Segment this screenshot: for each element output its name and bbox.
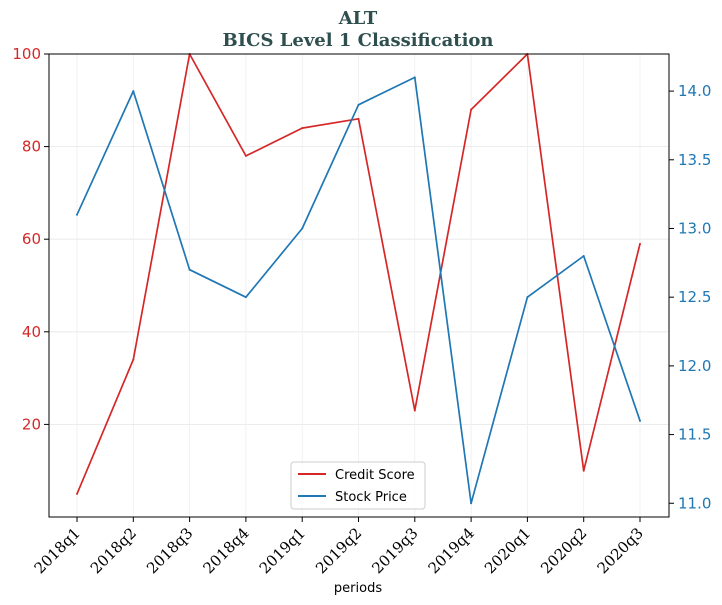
chart-subtitle: BICS Level 1 Classification <box>222 30 493 51</box>
right-tick-label: 13.0 <box>678 219 711 237</box>
data-point-stock-price <box>132 90 135 93</box>
data-point-stock-price <box>301 227 304 230</box>
left-tick-label: 60 <box>22 230 41 248</box>
x-tick-label: 2019q1 <box>256 524 309 577</box>
x-tick-label: 2018q2 <box>87 524 140 577</box>
data-point-stock-price <box>413 76 416 79</box>
left-tick-label: 40 <box>22 323 41 341</box>
x-tick-label: 2019q3 <box>368 524 421 577</box>
chart-title: ALT <box>338 8 378 29</box>
x-tick-label: 2020q3 <box>594 524 647 577</box>
data-point-credit-score <box>357 117 360 120</box>
data-point-stock-price <box>526 296 529 299</box>
left-tick-label: 100 <box>12 45 41 63</box>
data-point-stock-price <box>582 254 585 257</box>
data-point-stock-price <box>76 213 78 216</box>
right-tick-label: 14.0 <box>678 82 711 100</box>
x-tick-label: 2020q1 <box>481 524 534 577</box>
left-tick-label: 20 <box>22 415 41 433</box>
legend-label-stock-price: Stock Price <box>335 490 407 505</box>
data-point-credit-score <box>76 492 78 495</box>
data-point-credit-score <box>470 108 473 111</box>
x-tick-label: 2018q4 <box>199 524 252 577</box>
x-tick-label: 2019q4 <box>425 524 478 577</box>
x-tick-label: 2018q1 <box>31 524 84 577</box>
data-point-stock-price <box>470 502 473 505</box>
right-tick-label: 11.0 <box>678 494 711 512</box>
data-point-credit-score <box>301 127 304 130</box>
right-tick-label: 13.5 <box>678 151 711 169</box>
data-point-credit-score <box>244 154 247 157</box>
data-point-stock-price <box>357 103 360 106</box>
data-point-stock-price <box>188 268 191 271</box>
data-point-credit-score <box>639 242 641 245</box>
right-tick-label: 12.0 <box>678 357 711 375</box>
data-point-credit-score <box>413 409 416 412</box>
x-tick-label: 2019q2 <box>312 524 365 577</box>
right-tick-label: 11.5 <box>678 426 711 444</box>
data-point-stock-price <box>639 419 641 422</box>
plot-lines <box>76 53 641 505</box>
x-tick-label: 2020q2 <box>537 524 590 577</box>
x-axis-label: periods <box>334 581 382 596</box>
right-axis: 11.0 11.5 12.0 12.5 13.0 13.5 14.0 <box>669 82 711 512</box>
x-tick-label: 2018q3 <box>143 524 196 577</box>
legend-label-credit-score: Credit Score <box>335 468 415 483</box>
data-point-credit-score <box>582 469 585 472</box>
right-tick-label: 12.5 <box>678 288 711 306</box>
x-axis: 2018q1 2018q2 2018q3 2018q4 2019q1 2019q2 2019… <box>31 517 647 577</box>
data-point-stock-price <box>244 296 247 299</box>
left-tick-label: 80 <box>22 138 41 156</box>
left-axis: 20 40 60 80 100 <box>12 45 49 433</box>
data-point-credit-score <box>132 358 135 361</box>
legend: Credit Score Stock Price <box>290 461 426 510</box>
